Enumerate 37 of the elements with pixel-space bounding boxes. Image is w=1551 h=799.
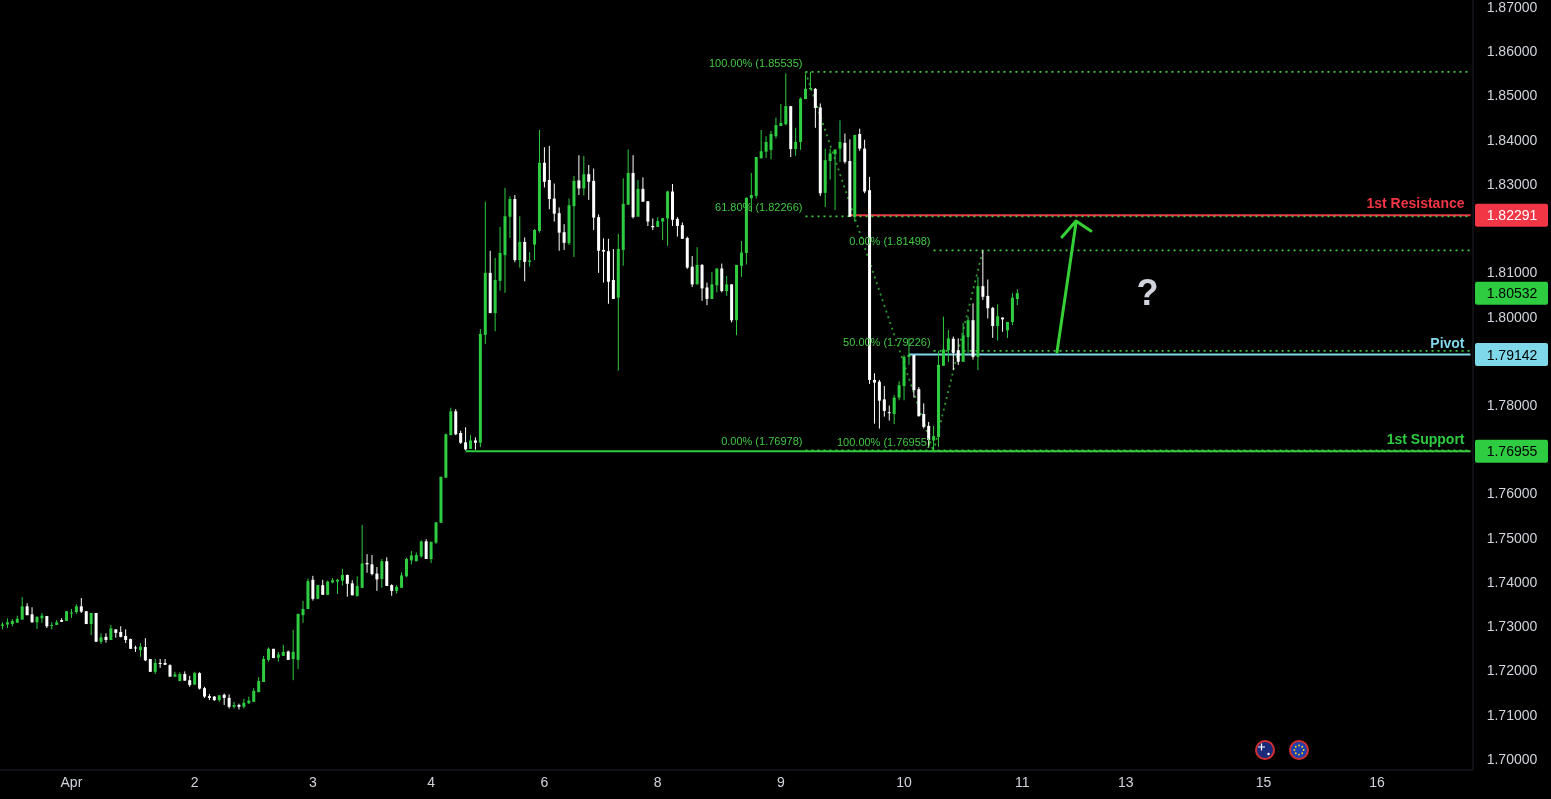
text: 1.80532: [1486, 285, 1538, 302]
y-tick-label: 1.85000: [1486, 87, 1538, 104]
y-tick-label: 1.71000: [1486, 706, 1538, 723]
x-tick-label: 16: [1369, 773, 1385, 790]
y-tick-label: 1.87000: [1486, 0, 1538, 15]
y-tick-label: 1.81000: [1486, 264, 1538, 281]
series-label: 1st Resistance: [1366, 195, 1465, 212]
y-tick-label: 1.76000: [1486, 485, 1538, 502]
y-tick-label: 1.83000: [1486, 175, 1538, 192]
x-tick-label: 11: [1014, 773, 1030, 790]
y-tick-label: 1.70000: [1486, 750, 1538, 767]
y-tick-label: 1.73000: [1486, 618, 1538, 635]
data-label: 1.82291: [1486, 207, 1538, 224]
series-label: 0.00% (1.76978): [721, 435, 803, 448]
y-tick-label: 1.78000: [1486, 397, 1538, 414]
x-tick-label: 6: [540, 773, 549, 790]
x-tick-label: 9: [776, 773, 785, 790]
y-tick-label: 1.75000: [1486, 529, 1538, 546]
y-tick-label: 1.84000: [1486, 131, 1538, 148]
annotation: ?: [1136, 272, 1159, 314]
x-tick-label: 2: [190, 773, 199, 790]
series-label: Pivot: [1430, 334, 1465, 351]
data-label: 1.76955: [1486, 443, 1538, 460]
x-tick-label: 15: [1255, 773, 1272, 790]
x-tick-label: 3: [308, 773, 317, 790]
x-tick-label: 4: [427, 773, 436, 790]
y-tick-label: 1.74000: [1486, 573, 1538, 590]
x-tick-label: 10: [896, 773, 912, 790]
y-tick-label: 1.72000: [1486, 662, 1538, 679]
x-tick-label: 8: [653, 773, 662, 790]
x-tick-label: 13: [1117, 773, 1134, 790]
series-label: 100.00% (1.85535): [708, 56, 803, 69]
y-tick-label: 1.80000: [1486, 308, 1538, 325]
x-tick-label: Apr: [60, 773, 83, 790]
data-label: 1.79142: [1486, 346, 1538, 363]
y-tick-label: 1.86000: [1486, 43, 1538, 60]
series-label: 1st Support: [1386, 431, 1465, 448]
